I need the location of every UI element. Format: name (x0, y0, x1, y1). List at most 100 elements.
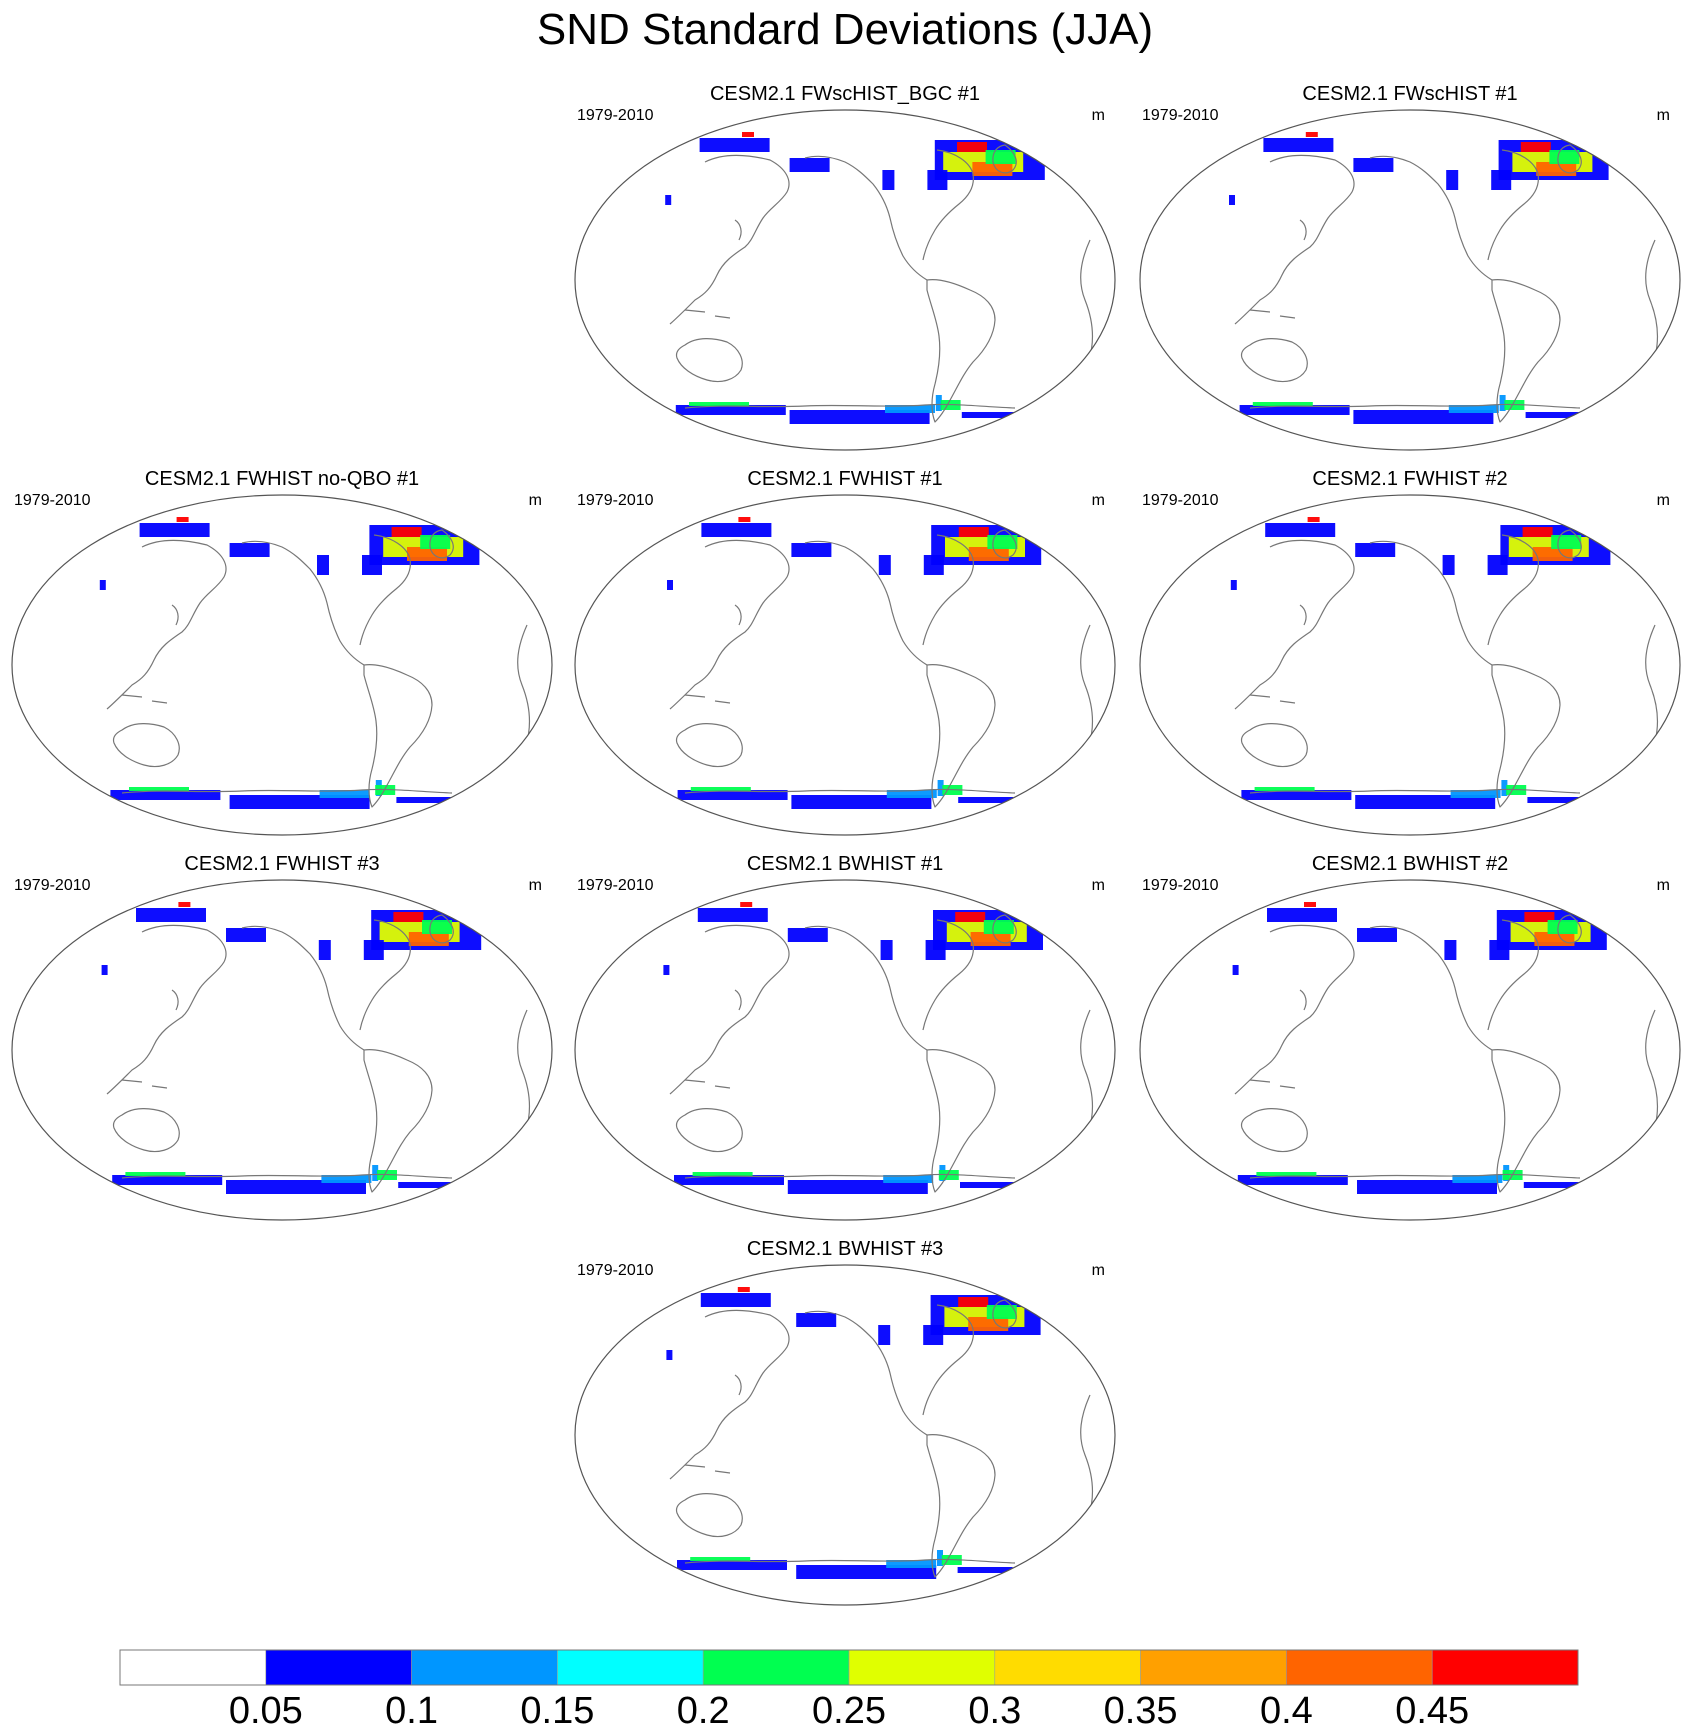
snow-variability-cell (1536, 162, 1577, 176)
snow-variability-cell (229, 795, 370, 809)
snow-variability-cell (1452, 1175, 1503, 1183)
snow-variability-cell (393, 912, 424, 922)
snow-variability-cell (408, 932, 449, 946)
snow-variability-cell (1524, 912, 1555, 922)
panel-right-label: m (1657, 107, 1670, 124)
snow-variability-cell (677, 1560, 787, 1570)
panel-right-label: m (1092, 492, 1105, 509)
map-content (1232, 902, 1659, 1194)
panel-title: CESM2.1 BWHIST #1 (747, 853, 943, 875)
figure-title: SND Standard Deviations (JJA) (537, 5, 1153, 54)
snow-variability-cell (787, 1180, 928, 1194)
colorbar-segment (1286, 1649, 1433, 1686)
snow-variability-cell (176, 517, 189, 522)
snow-variability-cell (937, 1550, 943, 1566)
snow-variability-cell (1256, 1172, 1317, 1176)
snow-variability-cell (125, 1172, 186, 1176)
snow-variability-cell (960, 1182, 1015, 1188)
panel-right-label: m (529, 492, 542, 509)
map-panel: CESM2.1 FWscHIST #1 1979-2010 m (1139, 83, 1681, 451)
snow-variability-cell (318, 940, 331, 960)
panel-left-label: 1979-2010 (1142, 877, 1219, 894)
map-frame (574, 494, 1116, 836)
snow-variability-cell (737, 1287, 750, 1292)
map-panel: CESM2.1 BWHIST #1 1979-2010 m (574, 853, 1116, 1221)
snow-variability-cell (665, 195, 672, 205)
snow-variability-cell (689, 402, 749, 406)
panel-right-label: m (1657, 492, 1670, 509)
snow-variability-cell (1230, 580, 1237, 590)
snow-variability-cell (699, 138, 770, 152)
map-panel: CESM2.1 FWHIST no-QBO #1 1979-2010 m (11, 468, 553, 836)
map-frame (1139, 109, 1681, 451)
snow-variability-cell (1527, 797, 1583, 803)
colorbar-segment (557, 1649, 704, 1686)
snow-variability-cell (968, 1317, 1009, 1331)
panel-left-label: 1979-2010 (577, 1262, 654, 1279)
map-content (666, 1287, 1094, 1579)
panel-left-label: 1979-2010 (577, 492, 654, 509)
panel-title: CESM2.1 FWscHIST_BGC #1 (710, 83, 980, 105)
snow-variability-cell (957, 142, 987, 152)
snow-variability-cell (701, 523, 772, 537)
snow-variability-cell (139, 523, 210, 537)
map-frame (574, 879, 1116, 1221)
snow-variability-cell (319, 790, 370, 798)
panel-right-label: m (1092, 877, 1105, 894)
snow-variability-cell (674, 1175, 784, 1185)
snow-variability-cell (1525, 412, 1581, 418)
panel-title: CESM2.1 FWHIST #2 (1312, 468, 1507, 490)
snow-variability-cell (690, 1557, 751, 1561)
snow-variability-cell (112, 1175, 223, 1185)
snow-variability-cell (396, 797, 452, 803)
colorbar-tick-label: 0.45 (1395, 1690, 1469, 1724)
snow-variability-cell (925, 940, 946, 960)
snow-variability-cell (1520, 142, 1551, 152)
snow-variability-cell (1357, 1180, 1497, 1194)
snow-variability-cell (796, 1313, 837, 1327)
snow-variability-cell (789, 410, 930, 424)
map-background (575, 1265, 1115, 1605)
map-background (1140, 880, 1680, 1220)
snow-variability-cell (666, 1350, 673, 1360)
snow-variability-cell (1448, 405, 1499, 413)
panel-left-label: 1979-2010 (1142, 492, 1219, 509)
snow-variability-cell (958, 527, 989, 537)
snow-variability-cell (663, 965, 670, 975)
panel-left-label: 1979-2010 (577, 877, 654, 894)
snow-variability-cell (789, 158, 830, 172)
snow-variability-cell (1307, 517, 1320, 522)
snow-variability-cell (1450, 790, 1501, 798)
snow-variability-cell (987, 535, 1018, 549)
snow-variability-cell (317, 555, 329, 575)
colorbar-segment (119, 1649, 267, 1686)
snow-variability-cell (372, 1165, 379, 1181)
map-frame (11, 494, 553, 836)
snow-variability-cell (970, 932, 1011, 946)
snow-variability-cell (740, 902, 753, 907)
snow-variability-cell (1522, 527, 1553, 537)
snow-variability-cell (1547, 920, 1578, 934)
snow-variability-cell (1353, 410, 1494, 424)
snow-variability-cell (878, 555, 891, 575)
snow-variability-cell (955, 912, 986, 922)
snow-variability-cell (1252, 402, 1313, 406)
panel-left-label: 1979-2010 (1142, 107, 1219, 124)
panel-title: CESM2.1 FWHIST no-QBO #1 (145, 468, 419, 490)
snow-variability-cell (226, 928, 266, 942)
panel-right-label: m (1092, 1262, 1105, 1279)
colorbar-tick-label: 0.3 (968, 1690, 1021, 1724)
snow-variability-cell (935, 395, 942, 411)
snow-variability-cell (398, 1182, 454, 1188)
colorbar-tick-label: 0.4 (1260, 1690, 1313, 1724)
panel-title: CESM2.1 BWHIST #3 (747, 1238, 943, 1260)
colorbar-segment (702, 1649, 850, 1686)
snow-variability-cell (1304, 902, 1316, 907)
panel-left-label: 1979-2010 (577, 107, 654, 124)
snow-variability-cell (362, 555, 382, 575)
snow-variability-cell (1534, 932, 1575, 946)
snow-variability-cell (957, 1567, 1013, 1573)
panel-left-label: 1979-2010 (14, 877, 91, 894)
snow-variability-cell (1532, 547, 1573, 561)
